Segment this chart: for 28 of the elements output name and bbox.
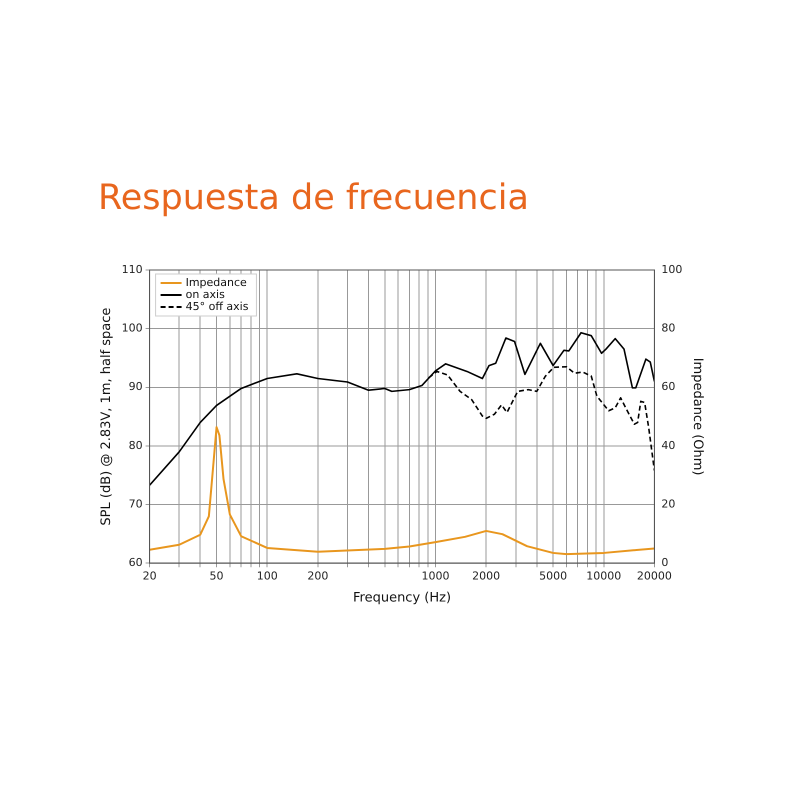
- x-axis-title: Frequency (Hz): [352, 590, 452, 606]
- legend-label: Impedance: [186, 276, 248, 289]
- legend-label: on axis: [186, 288, 226, 301]
- y-tick-label: 110: [122, 262, 143, 276]
- y-tick-label: 100: [122, 322, 143, 334]
- y-tick-label: 80: [128, 438, 143, 452]
- y2-tick-label: 40: [661, 438, 676, 452]
- y2-tick-label: 100: [661, 262, 682, 276]
- legend-label: 45° off axis: [186, 300, 249, 313]
- x-tick-label: 20000: [636, 570, 672, 583]
- y-axis-title: SPL (dB) @ 2.83V, 1m, half space: [99, 308, 114, 526]
- x-tick-label: 50: [210, 570, 224, 583]
- x-tick-label: 100: [256, 570, 278, 583]
- y-tick-label: 70: [128, 497, 143, 510]
- x-tick-label: 10000: [586, 570, 622, 583]
- y-tick-label: 90: [128, 380, 143, 394]
- x-tick-label: 5000: [539, 570, 568, 583]
- y2-tick-label: 0: [661, 556, 668, 570]
- y-tick-label: 60: [128, 556, 143, 570]
- y2-tick-label: 20: [661, 497, 676, 510]
- x-tick-label: 2000: [472, 570, 500, 583]
- y2-tick-label: 60: [661, 380, 676, 394]
- x-tick-label: 20: [142, 570, 157, 583]
- x-tick-label: 200: [307, 570, 328, 583]
- x-tick-label: 1000: [421, 570, 450, 583]
- y2-axis-title: Impedance (Ohm): [690, 358, 705, 476]
- chart-title: Respuesta de frecuencia: [98, 178, 529, 218]
- y2-tick-label: 80: [661, 322, 676, 334]
